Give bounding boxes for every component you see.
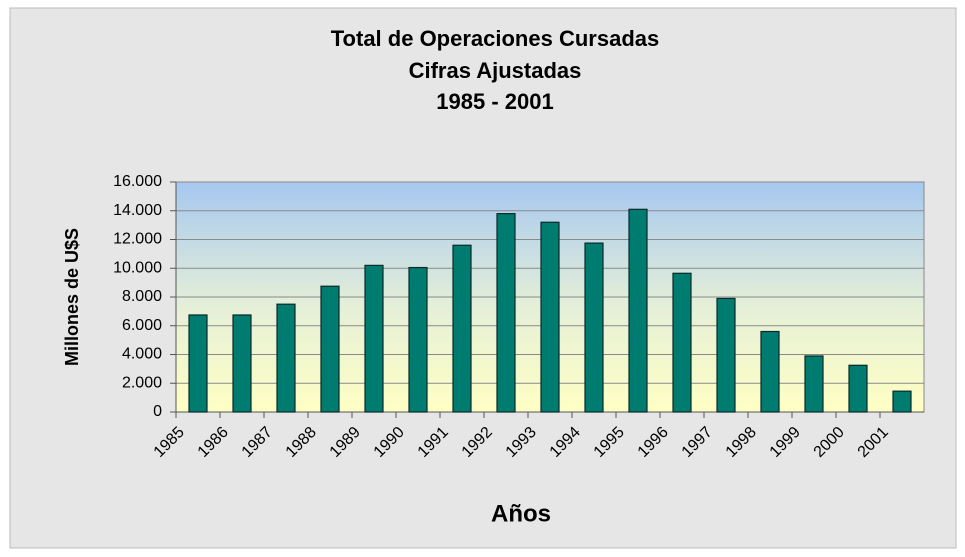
bar: [848, 364, 868, 413]
bar: [320, 285, 340, 413]
bar: [452, 244, 472, 413]
bar: [364, 264, 384, 413]
bar: [628, 208, 648, 413]
y-tick-label: 10.000: [113, 259, 162, 276]
bar: [672, 272, 692, 413]
bar: [760, 330, 780, 413]
chart-subtitle: Cifras Ajustadas: [409, 58, 582, 83]
bar: [716, 297, 736, 413]
bar: [232, 314, 252, 413]
x-axis-title: Años: [491, 500, 551, 527]
bar: [188, 314, 208, 413]
bar: [804, 355, 824, 413]
y-axis-title: Millones de U$S: [62, 228, 82, 366]
bar: [496, 213, 516, 413]
y-tick-label: 8.000: [122, 288, 162, 305]
chart-period: 1985 - 2001: [436, 89, 553, 114]
bar: [408, 266, 428, 413]
chart-title: Total de Operaciones Cursadas: [331, 26, 659, 51]
bar: [276, 303, 296, 413]
y-tick-label: 16.000: [113, 173, 162, 190]
y-tick-label: 6.000: [122, 317, 162, 334]
bar: [584, 242, 604, 413]
bar: [892, 390, 912, 413]
y-tick-label: 4.000: [122, 346, 162, 363]
bar: [540, 221, 560, 413]
y-tick-label: 12.000: [113, 231, 162, 248]
y-tick-label: 14.000: [113, 202, 162, 219]
y-tick-label: 0: [153, 403, 162, 420]
y-tick-label: 2.000: [122, 374, 162, 391]
